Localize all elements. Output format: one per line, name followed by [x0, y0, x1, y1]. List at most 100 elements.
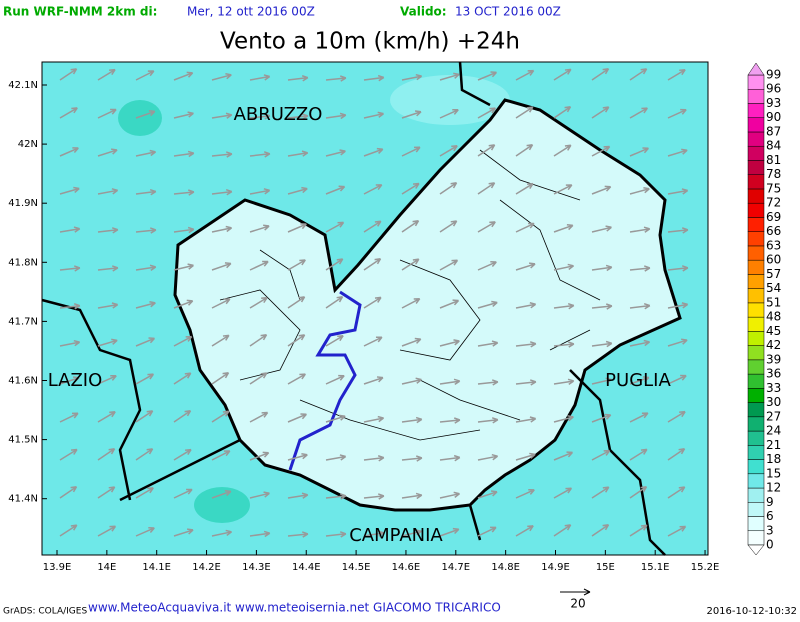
wind-arrow: [173, 372, 192, 385]
wind-arrow: [363, 336, 383, 347]
colorbar-label: 15: [766, 466, 781, 480]
wind-arrow: [211, 298, 231, 309]
wind-arrow: [363, 220, 382, 233]
wind-arrow: [287, 186, 308, 195]
wind-arrow: [173, 448, 192, 461]
wind-arrow: [515, 488, 535, 499]
colorbar-segment: [747, 274, 765, 289]
wind-arrow: [667, 68, 686, 81]
wind-arrow: [59, 265, 81, 272]
run-label: Run WRF-NMM 2km di:: [3, 5, 157, 19]
colorbar-label: 27: [766, 409, 781, 423]
wind-arrow: [401, 146, 421, 157]
colorbar-label: 60: [766, 253, 781, 267]
wind-arrow: [97, 108, 117, 119]
wind-arrow: [591, 377, 612, 385]
wind-arrow: [553, 378, 575, 385]
colorbar-segment: [747, 473, 765, 489]
wind-arrow: [287, 373, 306, 385]
wind-arrow: [515, 106, 534, 119]
wind-arrow: [97, 265, 119, 272]
colorbar-segment: [747, 202, 765, 218]
wind-arrow: [477, 300, 498, 309]
wind-arrow: [515, 302, 537, 309]
wind-patch: [194, 487, 250, 523]
colorbar-label: 93: [766, 96, 781, 110]
colorbar-end: [747, 544, 765, 556]
lat-label: 42.1N: [8, 80, 38, 91]
wind-arrow: [629, 147, 649, 157]
wind-arrow: [173, 189, 195, 196]
wind-arrow: [97, 486, 116, 499]
wind-arrow: [249, 530, 271, 538]
colorbar-segment: [747, 174, 765, 190]
wind-arrow: [59, 412, 79, 423]
wind-arrow: [325, 221, 345, 233]
wind-arrow: [325, 334, 344, 347]
wind-arrow: [211, 262, 232, 271]
wind-arrow: [553, 223, 574, 233]
wind-arrow: [135, 227, 157, 234]
wind-arrow: [439, 145, 458, 157]
colorbar-label: 24: [766, 424, 781, 438]
colorbar-label: 9: [766, 495, 774, 509]
wind-arrow: [173, 335, 193, 347]
wind-arrow: [591, 225, 612, 233]
wind-arrow: [135, 301, 156, 309]
wind-arrow: [439, 259, 459, 271]
wind-arrow: [173, 409, 192, 423]
credit: GrADS: COLA/IGES: [3, 607, 87, 617]
wind-arrow: [629, 339, 651, 347]
wind-arrow: [553, 105, 572, 119]
wind-arrow: [325, 374, 345, 385]
wind-arrow: [135, 188, 157, 196]
colorbar-label: 21: [766, 438, 781, 452]
wind-arrow: [363, 296, 382, 309]
wind-arrow: [629, 485, 648, 499]
wind-arrow: [667, 108, 687, 119]
lat-label: 41.9N: [8, 198, 38, 209]
municipal-border: [219, 149, 601, 441]
wind-arrow: [553, 302, 575, 310]
wind-arrow: [59, 448, 78, 461]
wind-arrow: [211, 73, 232, 81]
colorbar-segment: [747, 502, 765, 517]
colorbar-segment: [747, 103, 765, 118]
wind-arrow: [629, 226, 651, 233]
wind-arrow: [515, 452, 536, 461]
colorbar-label: 3: [766, 523, 774, 537]
wind-arrow: [667, 410, 686, 423]
colorbar-segment: [747, 487, 765, 503]
wind-arrow: [287, 492, 309, 499]
wind-arrow: [667, 486, 686, 499]
wind-arrow: [325, 493, 347, 500]
colorbar-segment: [747, 345, 765, 361]
region-border: [41, 61, 666, 556]
wind-arrow: [591, 303, 613, 310]
wind-arrow: [325, 531, 347, 538]
wind-arrow: [515, 379, 537, 386]
wind-arrow: [287, 334, 306, 347]
colorbar-segment: [747, 259, 765, 275]
wind-arrow: [553, 68, 572, 81]
colorbar-label: 66: [766, 224, 781, 238]
wind-arrow: [325, 185, 346, 195]
wind-arrow: [401, 455, 423, 462]
colorbar-label: 18: [766, 452, 781, 466]
wind-arrow: [439, 72, 460, 81]
wind-arrow: [249, 334, 268, 347]
wind-arrow: [515, 416, 537, 423]
wind-arrow: [515, 222, 535, 233]
wind-arrow: [249, 188, 271, 195]
wind-arrow: [325, 112, 347, 120]
wind-arrow: [135, 527, 155, 537]
wind-arrow: [363, 415, 385, 423]
wind-arrow: [667, 265, 689, 272]
wind-arrow: [59, 68, 78, 81]
wind-arrow: [477, 379, 499, 386]
colorbar-label: 39: [766, 352, 781, 366]
colorbar-segment: [747, 131, 765, 147]
wind-arrow: [211, 188, 233, 196]
wind-arrow: [249, 224, 270, 233]
colorbar-label: 69: [766, 210, 781, 224]
